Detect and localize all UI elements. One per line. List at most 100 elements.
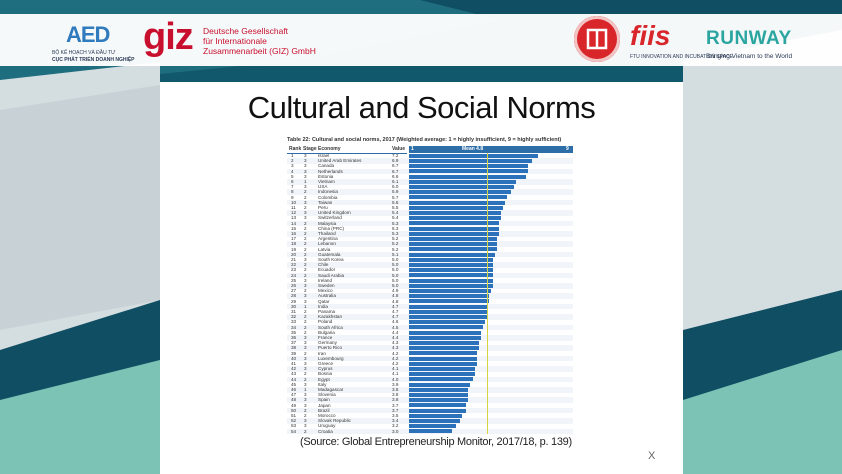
rank-cell: 40	[291, 355, 297, 361]
stage-cell: 2	[304, 189, 307, 195]
table-row: 3 3 Canada 6.7	[287, 163, 573, 169]
table-row: 54 2 Croatia 3.0	[287, 428, 573, 435]
table-row: 13 3 Switzerland 5.4	[287, 215, 573, 221]
economy-cell: Indonesia	[318, 189, 338, 195]
table-row: 26 3 Sweden 5.0	[287, 283, 573, 289]
stage-cell: 3	[304, 345, 307, 351]
rank-cell: 7	[291, 184, 294, 190]
stage-cell: 2	[304, 231, 307, 236]
economy-cell: Bosnia	[318, 371, 333, 377]
data-bar	[409, 325, 483, 330]
data-bar	[409, 382, 471, 387]
table-row: 45 3 Italy 3.9	[287, 382, 573, 388]
data-bar	[409, 288, 491, 293]
table-row: 39 2 Iran 4.2	[287, 351, 573, 357]
table-row: 53 3 Uruguay 3.2	[287, 423, 573, 429]
table-row: 22 2 Chile 5.0	[287, 262, 573, 268]
table-row: 28 3 Australia 4.8	[287, 293, 573, 299]
data-bar	[409, 361, 477, 366]
table-row: 27 2 Mexico 4.9	[287, 288, 573, 294]
value-cell: 6.7	[392, 163, 399, 169]
value-cell: 6.0	[392, 184, 399, 190]
data-bar	[409, 158, 532, 163]
table-row: 6 1 Vietnam 6.1	[287, 179, 573, 185]
stage-cell: 1	[304, 179, 307, 184]
data-bar	[409, 169, 528, 174]
table-row: 44 2 Egypt 4.0	[287, 376, 573, 383]
rank-cell: 8	[291, 189, 294, 195]
rank-cell: 25	[291, 277, 297, 283]
header-axis-max: 9	[566, 146, 569, 152]
table-row: 46 1 Madagascar 3.8	[287, 387, 573, 393]
table-row: 9 2 Colombia 5.7	[287, 195, 573, 201]
rank-cell: 29	[291, 298, 297, 304]
economy-cell: Puerto Rico	[318, 345, 343, 351]
value-cell: 4.9	[392, 288, 399, 294]
data-bar	[409, 205, 504, 210]
table-row: 48 3 Spain 3.8	[287, 397, 573, 403]
rank-cell: 48	[291, 397, 297, 403]
close-button[interactable]: X	[648, 450, 656, 462]
stage-cell: 2	[304, 376, 307, 382]
table-row: 47 3 Slovenia 3.8	[287, 392, 573, 398]
economy-cell: Argentina	[318, 236, 338, 242]
value-cell: 6.6	[392, 173, 399, 179]
economy-cell: Brazil	[318, 407, 330, 413]
value-cell: 5.3	[392, 225, 399, 231]
value-cell: 4.2	[392, 355, 399, 361]
rank-cell: 3	[291, 163, 294, 169]
value-cell: 4.7	[392, 314, 399, 320]
value-cell: 5.0	[392, 257, 399, 262]
economy-cell: Panama	[318, 309, 336, 314]
data-bar	[409, 418, 461, 423]
data-bar	[409, 221, 500, 226]
giz-line3: Zusammenarbeit (GIZ) GmbH	[203, 46, 316, 56]
data-bar	[409, 210, 502, 215]
economy-cell: Lebanon	[318, 241, 336, 247]
table-row: 51 2 Morocco 3.5	[287, 413, 573, 419]
table-row: 11 2 Peru 5.5	[287, 205, 573, 211]
table-row: 33 2 Poland 4.6	[287, 319, 573, 325]
value-cell: 5.9	[392, 189, 399, 195]
rank-cell: 36	[291, 335, 297, 340]
stage-cell: 2	[304, 236, 307, 242]
aed-logo-mark: AED	[66, 22, 110, 47]
table-caption: Table 22: Cultural and social norms, 201…	[287, 137, 562, 143]
mean-line	[486, 153, 488, 434]
economy-cell: Guatemala	[318, 251, 341, 257]
rank-cell: 50	[291, 407, 297, 413]
table-row: 30 1 India 4.7	[287, 303, 573, 310]
rank-cell: 39	[291, 350, 297, 356]
value-cell: 5.0	[392, 272, 399, 278]
rank-cell: 52	[291, 418, 297, 424]
value-cell: 4.2	[392, 350, 399, 356]
table-row: 50 2 Brazil 3.7	[287, 407, 573, 414]
value-cell: 3.7	[392, 402, 399, 408]
stage-cell: 2	[304, 329, 307, 335]
economy-cell: United Arab Emirates	[318, 158, 362, 164]
value-cell: 3.5	[392, 413, 399, 418]
value-cell: 4.7	[392, 309, 399, 314]
rank-cell: 2	[291, 158, 294, 164]
table-row: 34 2 South Africa 4.5	[287, 324, 573, 331]
rank-cell: 53	[291, 423, 297, 429]
economy-cell: Israel	[318, 153, 330, 158]
data-bar	[409, 398, 469, 403]
stage-cell: 2	[304, 272, 307, 278]
data-bar	[409, 335, 481, 340]
university-seal-icon	[574, 16, 620, 62]
rank-cell: 1	[291, 153, 294, 158]
table-row: 23 2 Ecuador 5.0	[287, 267, 573, 273]
stage-cell: 3	[304, 298, 307, 304]
table-row: 21 3 South Korea 5.0	[287, 257, 573, 263]
data-bar	[409, 403, 467, 408]
economy-cell: Thailand	[318, 231, 336, 236]
stage-cell: 3	[304, 158, 307, 164]
header-stage: Stage	[303, 146, 317, 152]
data-bar	[409, 179, 516, 184]
table-row: 29 3 Qatar 4.8	[287, 299, 573, 305]
stage-cell: 2	[304, 246, 307, 252]
value-cell: 5.4	[392, 215, 399, 221]
value-cell: 3.9	[392, 381, 399, 387]
data-bar	[409, 392, 469, 397]
